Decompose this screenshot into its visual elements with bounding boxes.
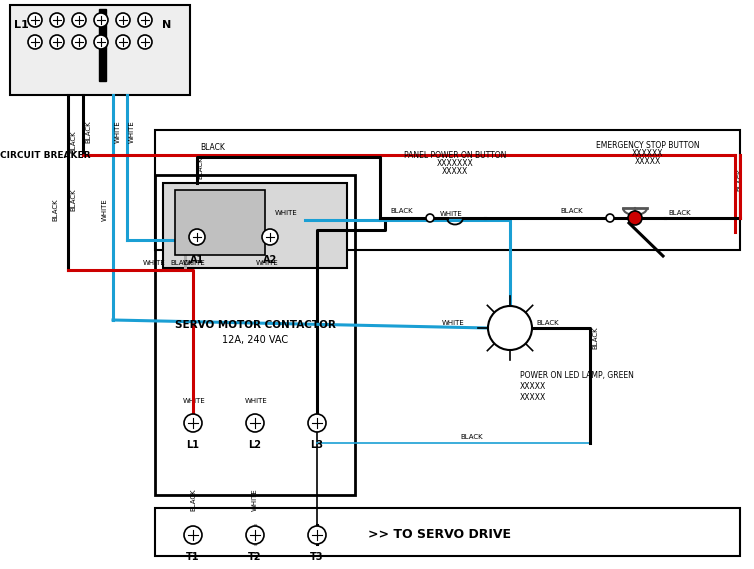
- Bar: [175, 190, 265, 255]
- Text: BLACK: BLACK: [390, 208, 412, 214]
- Text: L2: L2: [249, 440, 262, 450]
- Text: XXXXX: XXXXX: [520, 393, 546, 402]
- Text: BLACK: BLACK: [592, 327, 598, 349]
- Text: WHITE: WHITE: [102, 199, 108, 221]
- Circle shape: [246, 414, 264, 432]
- Circle shape: [189, 229, 205, 245]
- Bar: [10, 5, 190, 95]
- Circle shape: [94, 35, 108, 49]
- Text: BLACK: BLACK: [70, 130, 76, 152]
- Text: EMERGENCY STOP BUTTON: EMERGENCY STOP BUTTON: [596, 141, 700, 150]
- Text: XXXXX: XXXXX: [442, 167, 468, 176]
- Text: L3: L3: [311, 440, 323, 450]
- Text: A2: A2: [263, 255, 277, 265]
- Bar: [155, 130, 740, 250]
- Text: T1: T1: [186, 552, 200, 562]
- Bar: [99, 9, 106, 81]
- Text: WHITE: WHITE: [442, 320, 464, 326]
- Text: XXXXXXX: XXXXXXX: [437, 159, 474, 168]
- Text: BLACK: BLACK: [70, 189, 76, 211]
- Circle shape: [184, 526, 202, 544]
- Text: WHITE: WHITE: [183, 398, 206, 404]
- Text: XXXXXX: XXXXXX: [633, 149, 664, 158]
- Circle shape: [28, 13, 42, 27]
- Text: WHITE: WHITE: [256, 260, 279, 266]
- Circle shape: [94, 13, 108, 27]
- Circle shape: [138, 35, 152, 49]
- Text: WHITE: WHITE: [245, 398, 268, 404]
- Bar: [155, 508, 740, 556]
- Text: >> TO SERVO DRIVE: >> TO SERVO DRIVE: [369, 527, 511, 541]
- Circle shape: [72, 13, 86, 27]
- Text: BLACK: BLACK: [190, 488, 196, 511]
- Circle shape: [262, 229, 278, 245]
- Text: BLACK: BLACK: [737, 168, 743, 191]
- Circle shape: [50, 35, 64, 49]
- Text: WHITE: WHITE: [183, 260, 206, 266]
- Text: 12A, 240 VAC: 12A, 240 VAC: [222, 335, 288, 345]
- Circle shape: [308, 526, 326, 544]
- Bar: [155, 175, 355, 495]
- Circle shape: [488, 306, 532, 350]
- Text: WHITE: WHITE: [115, 120, 121, 143]
- Text: WHITE: WHITE: [143, 260, 166, 266]
- Text: L1: L1: [186, 440, 200, 450]
- Circle shape: [28, 35, 42, 49]
- Circle shape: [606, 214, 614, 222]
- Text: WHITE: WHITE: [252, 488, 258, 511]
- Text: T2: T2: [248, 552, 262, 562]
- Text: CIRCUIT BREAKER: CIRCUIT BREAKER: [0, 150, 90, 159]
- Circle shape: [50, 13, 64, 27]
- Text: A1: A1: [190, 255, 204, 265]
- Text: BLACK: BLACK: [560, 208, 583, 214]
- Circle shape: [426, 214, 434, 222]
- Bar: [163, 183, 347, 268]
- Circle shape: [628, 211, 642, 225]
- Text: PANEL POWER ON BUTTON: PANEL POWER ON BUTTON: [404, 151, 506, 160]
- Circle shape: [116, 13, 130, 27]
- Text: POWER ON LED LAMP, GREEN: POWER ON LED LAMP, GREEN: [520, 371, 634, 380]
- Text: XXXXX: XXXXX: [520, 382, 546, 391]
- Text: T3: T3: [310, 552, 323, 562]
- Text: BLACK: BLACK: [85, 120, 91, 143]
- Text: BLACK: BLACK: [536, 320, 559, 326]
- Text: WHITE: WHITE: [129, 120, 135, 143]
- Text: L1: L1: [14, 20, 29, 30]
- Text: BLACK: BLACK: [668, 210, 691, 216]
- Circle shape: [308, 414, 326, 432]
- Circle shape: [184, 414, 202, 432]
- Text: XXXXX: XXXXX: [635, 157, 661, 166]
- Text: BLACK: BLACK: [52, 199, 58, 221]
- Text: N: N: [162, 20, 171, 30]
- Text: WHITE: WHITE: [275, 210, 298, 216]
- Circle shape: [72, 35, 86, 49]
- Text: BLACK: BLACK: [170, 260, 192, 266]
- Text: BLACK: BLACK: [460, 434, 483, 440]
- Text: BLACK: BLACK: [197, 156, 203, 179]
- Text: WHITE: WHITE: [440, 211, 463, 217]
- Text: SERVO MOTOR CONTACTOR: SERVO MOTOR CONTACTOR: [175, 320, 336, 330]
- Circle shape: [246, 526, 264, 544]
- Text: BLACK: BLACK: [200, 143, 225, 152]
- Circle shape: [138, 13, 152, 27]
- Circle shape: [116, 35, 130, 49]
